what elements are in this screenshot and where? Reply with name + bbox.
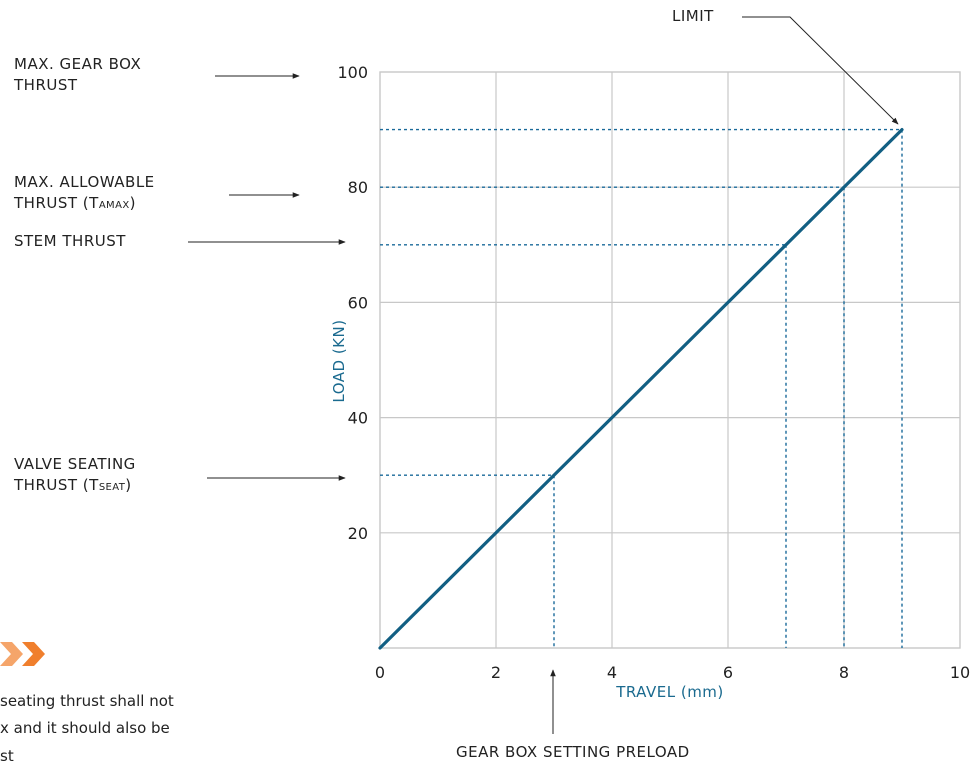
annotation-arrows — [188, 16, 899, 734]
plot-border — [379, 71, 961, 649]
double-chevron-icon — [0, 642, 45, 666]
y-tick-label: 100 — [337, 63, 368, 82]
tick-labels: 0 2 4 6 8 10 20 40 60 80 100 — [337, 63, 970, 682]
y-tick-label: 20 — [348, 524, 368, 543]
label-limit: LIMIT — [672, 7, 714, 25]
label-max-gearbox-thrust: MAX. GEAR BOX THRUST — [14, 54, 141, 96]
y-tick-label: 40 — [348, 409, 368, 428]
x-tick-label: 10 — [950, 663, 970, 682]
x-tick-label: 0 — [375, 663, 385, 682]
label-max-allowable-suffix: ) — [129, 194, 136, 212]
x-axis-title: TRAVEL (mm) — [615, 683, 724, 701]
x-tick-label: 8 — [839, 663, 849, 682]
series-line — [378, 128, 904, 650]
series-lines — [378, 128, 904, 650]
grid-lines — [380, 72, 960, 648]
plot-frame — [379, 71, 961, 649]
y-tick-label: 60 — [348, 293, 368, 312]
label-max-gearbox-line2: THRUST — [14, 76, 78, 94]
label-max-allowable-prefix: THRUST (T — [14, 194, 99, 212]
label-max-allowable-line2: THRUST (TAMAX) — [14, 193, 155, 216]
x-tick-label: 4 — [607, 663, 617, 682]
arrow-limit — [742, 16, 899, 125]
note-line-1: seating thrust shall not — [0, 692, 174, 710]
note-line-2: x and it should also be — [0, 719, 170, 737]
y-axis-title: LOAD (KN) — [330, 319, 348, 402]
label-max-allowable-line1: MAX. ALLOWABLE — [14, 173, 155, 191]
label-max-allowable-subscript: AMAX — [98, 200, 130, 211]
label-max-gearbox-line1: MAX. GEAR BOX — [14, 55, 142, 73]
label-valve-seating-prefix: THRUST (T — [14, 476, 99, 494]
label-valve-seating-thrust: VALVE SEATING THRUST (TSEAT) — [14, 454, 136, 498]
label-max-allowable-thrust: MAX. ALLOWABLE THRUST (TAMAX) — [14, 172, 155, 216]
note-line-3: st — [0, 747, 14, 765]
y-tick-label: 80 — [348, 178, 368, 197]
label-valve-seating-subscript: SEAT — [98, 482, 126, 493]
label-valve-seating-suffix: ) — [125, 476, 132, 494]
x-tick-label: 6 — [723, 663, 733, 682]
label-stem-thrust: STEM THRUST — [14, 232, 126, 250]
label-gearbox-setting-preload: GEAR BOX SETTING PRELOAD — [456, 743, 690, 761]
x-tick-label: 2 — [491, 663, 501, 682]
label-valve-seating-line1: VALVE SEATING — [14, 455, 136, 473]
label-valve-seating-line2: THRUST (TSEAT) — [14, 475, 136, 498]
reference-lines — [380, 128, 903, 648]
